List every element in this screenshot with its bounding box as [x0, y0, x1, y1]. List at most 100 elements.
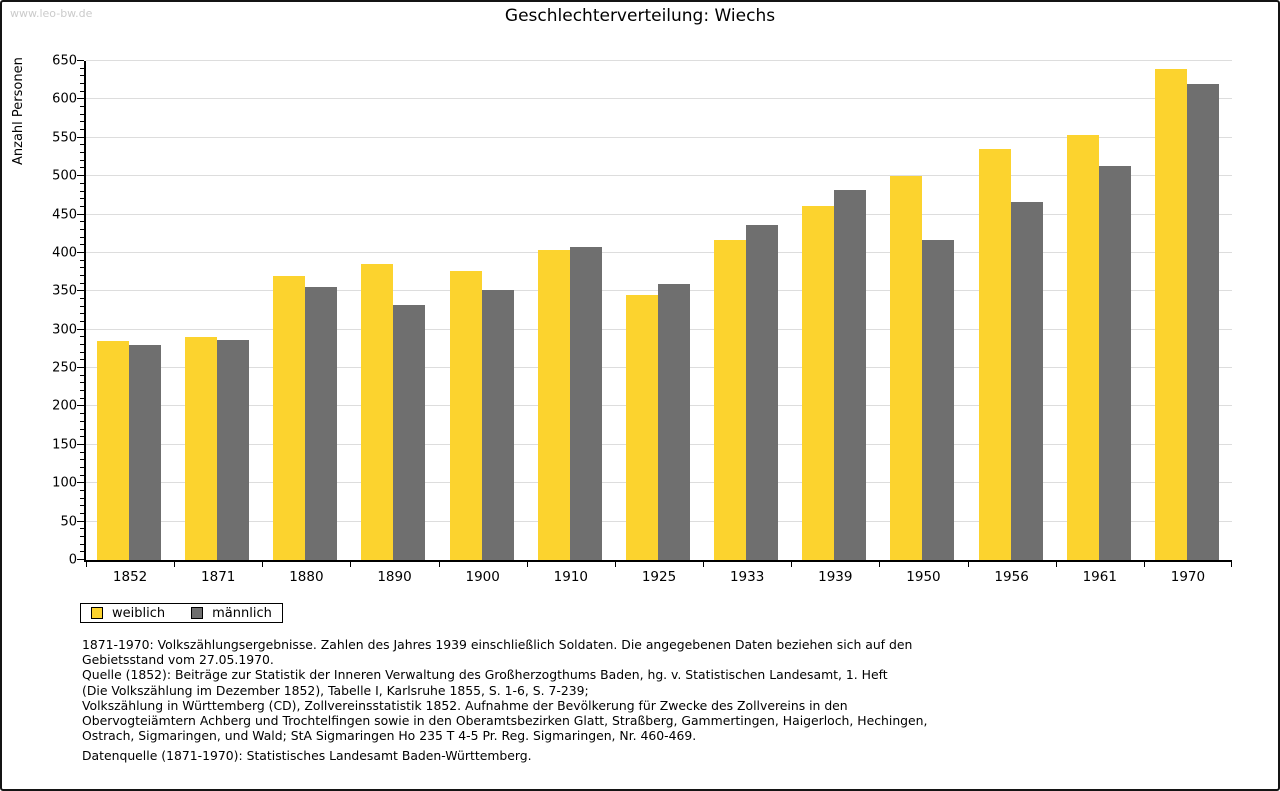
- footnote-line-4: (Die Volkszählung im Dezember 1852), Tab…: [82, 682, 589, 698]
- bar-group-1910: 1910: [527, 61, 615, 585]
- y-minor-tick-340: [80, 298, 84, 299]
- x-tick-label-1900: 1900: [465, 569, 500, 585]
- bar-group-1890: 1890: [350, 61, 438, 585]
- footnote-lines: 1871-1970: Volkszählungsergebnisse. Zahl…: [82, 637, 927, 743]
- x-tick-7: [703, 560, 705, 567]
- bar-weiblich-1939: [802, 206, 835, 560]
- y-minor-tick-390: [80, 259, 84, 261]
- y-minor-tick-370: [80, 274, 84, 276]
- y-minor-tick-130: [80, 459, 84, 461]
- y-minor-tick-210: [80, 397, 84, 399]
- bar-weiblich-1852: [97, 341, 129, 560]
- y-minor-tick-470: [80, 198, 84, 200]
- bar-weiblich-1880: [273, 275, 306, 560]
- y-tick-label-250: 250: [52, 360, 77, 376]
- y-minor-tick-440: [80, 221, 84, 223]
- bar-group-1900: 1900: [439, 61, 527, 585]
- y-minor-tick-430: [80, 228, 84, 230]
- y-minor-tick-410: [80, 244, 84, 246]
- y-minor-tick-10: [80, 551, 84, 553]
- y-minor-tick-60: [80, 512, 84, 514]
- y-minor-tick-580: [80, 113, 84, 115]
- y-major-tick-550: [77, 136, 84, 138]
- bar-männlich-1961: [1098, 166, 1131, 560]
- legend: weiblich männlich: [80, 603, 283, 623]
- y-minor-tick-320: [80, 313, 84, 315]
- legend-item-weiblich: weiblich: [91, 606, 165, 621]
- gridline-450: [86, 213, 1232, 215]
- x-tick-4: [438, 560, 440, 567]
- bar-weiblich-1961: [1066, 134, 1099, 560]
- y-minor-tick-260: [80, 359, 84, 361]
- bar-group-1925: 1925: [615, 61, 703, 585]
- footnote-line-5: Volkszählung in Württemberg (CD), Zollve…: [82, 697, 848, 713]
- bar-weiblich-1950: [890, 176, 923, 560]
- y-tick-label-50: 50: [60, 514, 77, 530]
- x-tick-8: [791, 560, 793, 567]
- legend-label-weiblich: weiblich: [112, 605, 166, 621]
- x-tick-5: [526, 560, 528, 567]
- y-major-tick-200: [77, 405, 84, 407]
- y-major-tick-0: [77, 559, 84, 560]
- x-tick-11: [1055, 560, 1057, 567]
- bar-männlich-1890: [393, 305, 426, 560]
- bar-weiblich-1910: [537, 249, 570, 560]
- x-tick-1: [174, 560, 176, 567]
- bar-weiblich-1970: [1154, 68, 1187, 560]
- y-minor-tick-110: [80, 474, 84, 476]
- bar-männlich-1925: [657, 283, 690, 560]
- plot-area: 0 50 100 150 200 250 300 350 400 450 500 550 600 650 …: [52, 54, 1232, 585]
- y-minor-tick-570: [80, 121, 84, 123]
- x-tick-label-1880: 1880: [289, 569, 324, 585]
- y-minor-tick-610: [80, 90, 84, 92]
- y-minor-tick-80: [80, 497, 84, 499]
- y-tick-label-0: 0: [68, 552, 77, 568]
- x-tick-label-1970: 1970: [1170, 569, 1206, 585]
- y-major-tick-500: [77, 175, 84, 177]
- bar-männlich-1933: [746, 225, 779, 560]
- bar-group-1933: 1933: [703, 61, 791, 585]
- y-minor-tick-220: [80, 390, 84, 392]
- legend-item-männlich: männlich: [191, 606, 272, 621]
- y-minor-tick-190: [80, 413, 84, 415]
- bar-group-1950: 1950: [879, 61, 967, 585]
- y-minor-tick-90: [80, 489, 84, 491]
- y-minor-tick-290: [80, 336, 84, 338]
- y-major-tick-350: [77, 290, 84, 292]
- gridline-550: [86, 136, 1232, 138]
- y-tick-label-650: 650: [52, 53, 77, 69]
- y-major-tick-250: [77, 367, 84, 369]
- bar-group-1939: 1939: [791, 61, 879, 585]
- x-tick-label-1852: 1852: [112, 569, 148, 585]
- y-minor-tick-270: [80, 351, 84, 353]
- y-tick-label-500: 500: [52, 168, 77, 184]
- bar-männlich-1852: [129, 345, 161, 560]
- x-tick-label-1925: 1925: [641, 569, 677, 585]
- y-minor-tick-630: [80, 75, 84, 77]
- y-major-tick-50: [77, 520, 84, 522]
- footnote-line-3: Quelle (1852): Beiträge zur Statistik de…: [82, 667, 888, 683]
- y-minor-tick-420: [80, 236, 84, 238]
- x-tick-label-1956: 1956: [994, 569, 1029, 585]
- y-major-tick-650: [77, 60, 84, 61]
- y-minor-tick-160: [80, 436, 84, 438]
- y-minor-tick-590: [80, 106, 84, 108]
- x-tick-label-1890: 1890: [377, 569, 412, 585]
- bar-männlich-1970: [1186, 84, 1219, 560]
- y-minor-tick-40: [80, 528, 84, 530]
- y-tick-label-200: 200: [52, 398, 77, 414]
- y-tick-label-550: 550: [52, 130, 77, 146]
- bar-weiblich-1871: [185, 336, 218, 560]
- bar-group-1880: 1880: [262, 61, 350, 585]
- y-major-tick-450: [77, 213, 84, 215]
- y-tick-label-450: 450: [52, 207, 77, 223]
- y-minor-tick-30: [80, 535, 84, 537]
- bar-männlich-1871: [217, 340, 250, 560]
- y-minor-tick-170: [80, 428, 84, 430]
- bar-weiblich-1933: [714, 239, 747, 560]
- x-tick-2: [262, 560, 264, 567]
- x-tick-label-1910: 1910: [553, 569, 589, 585]
- legend-label-männlich: männlich: [212, 605, 272, 621]
- x-tick-3: [350, 560, 352, 567]
